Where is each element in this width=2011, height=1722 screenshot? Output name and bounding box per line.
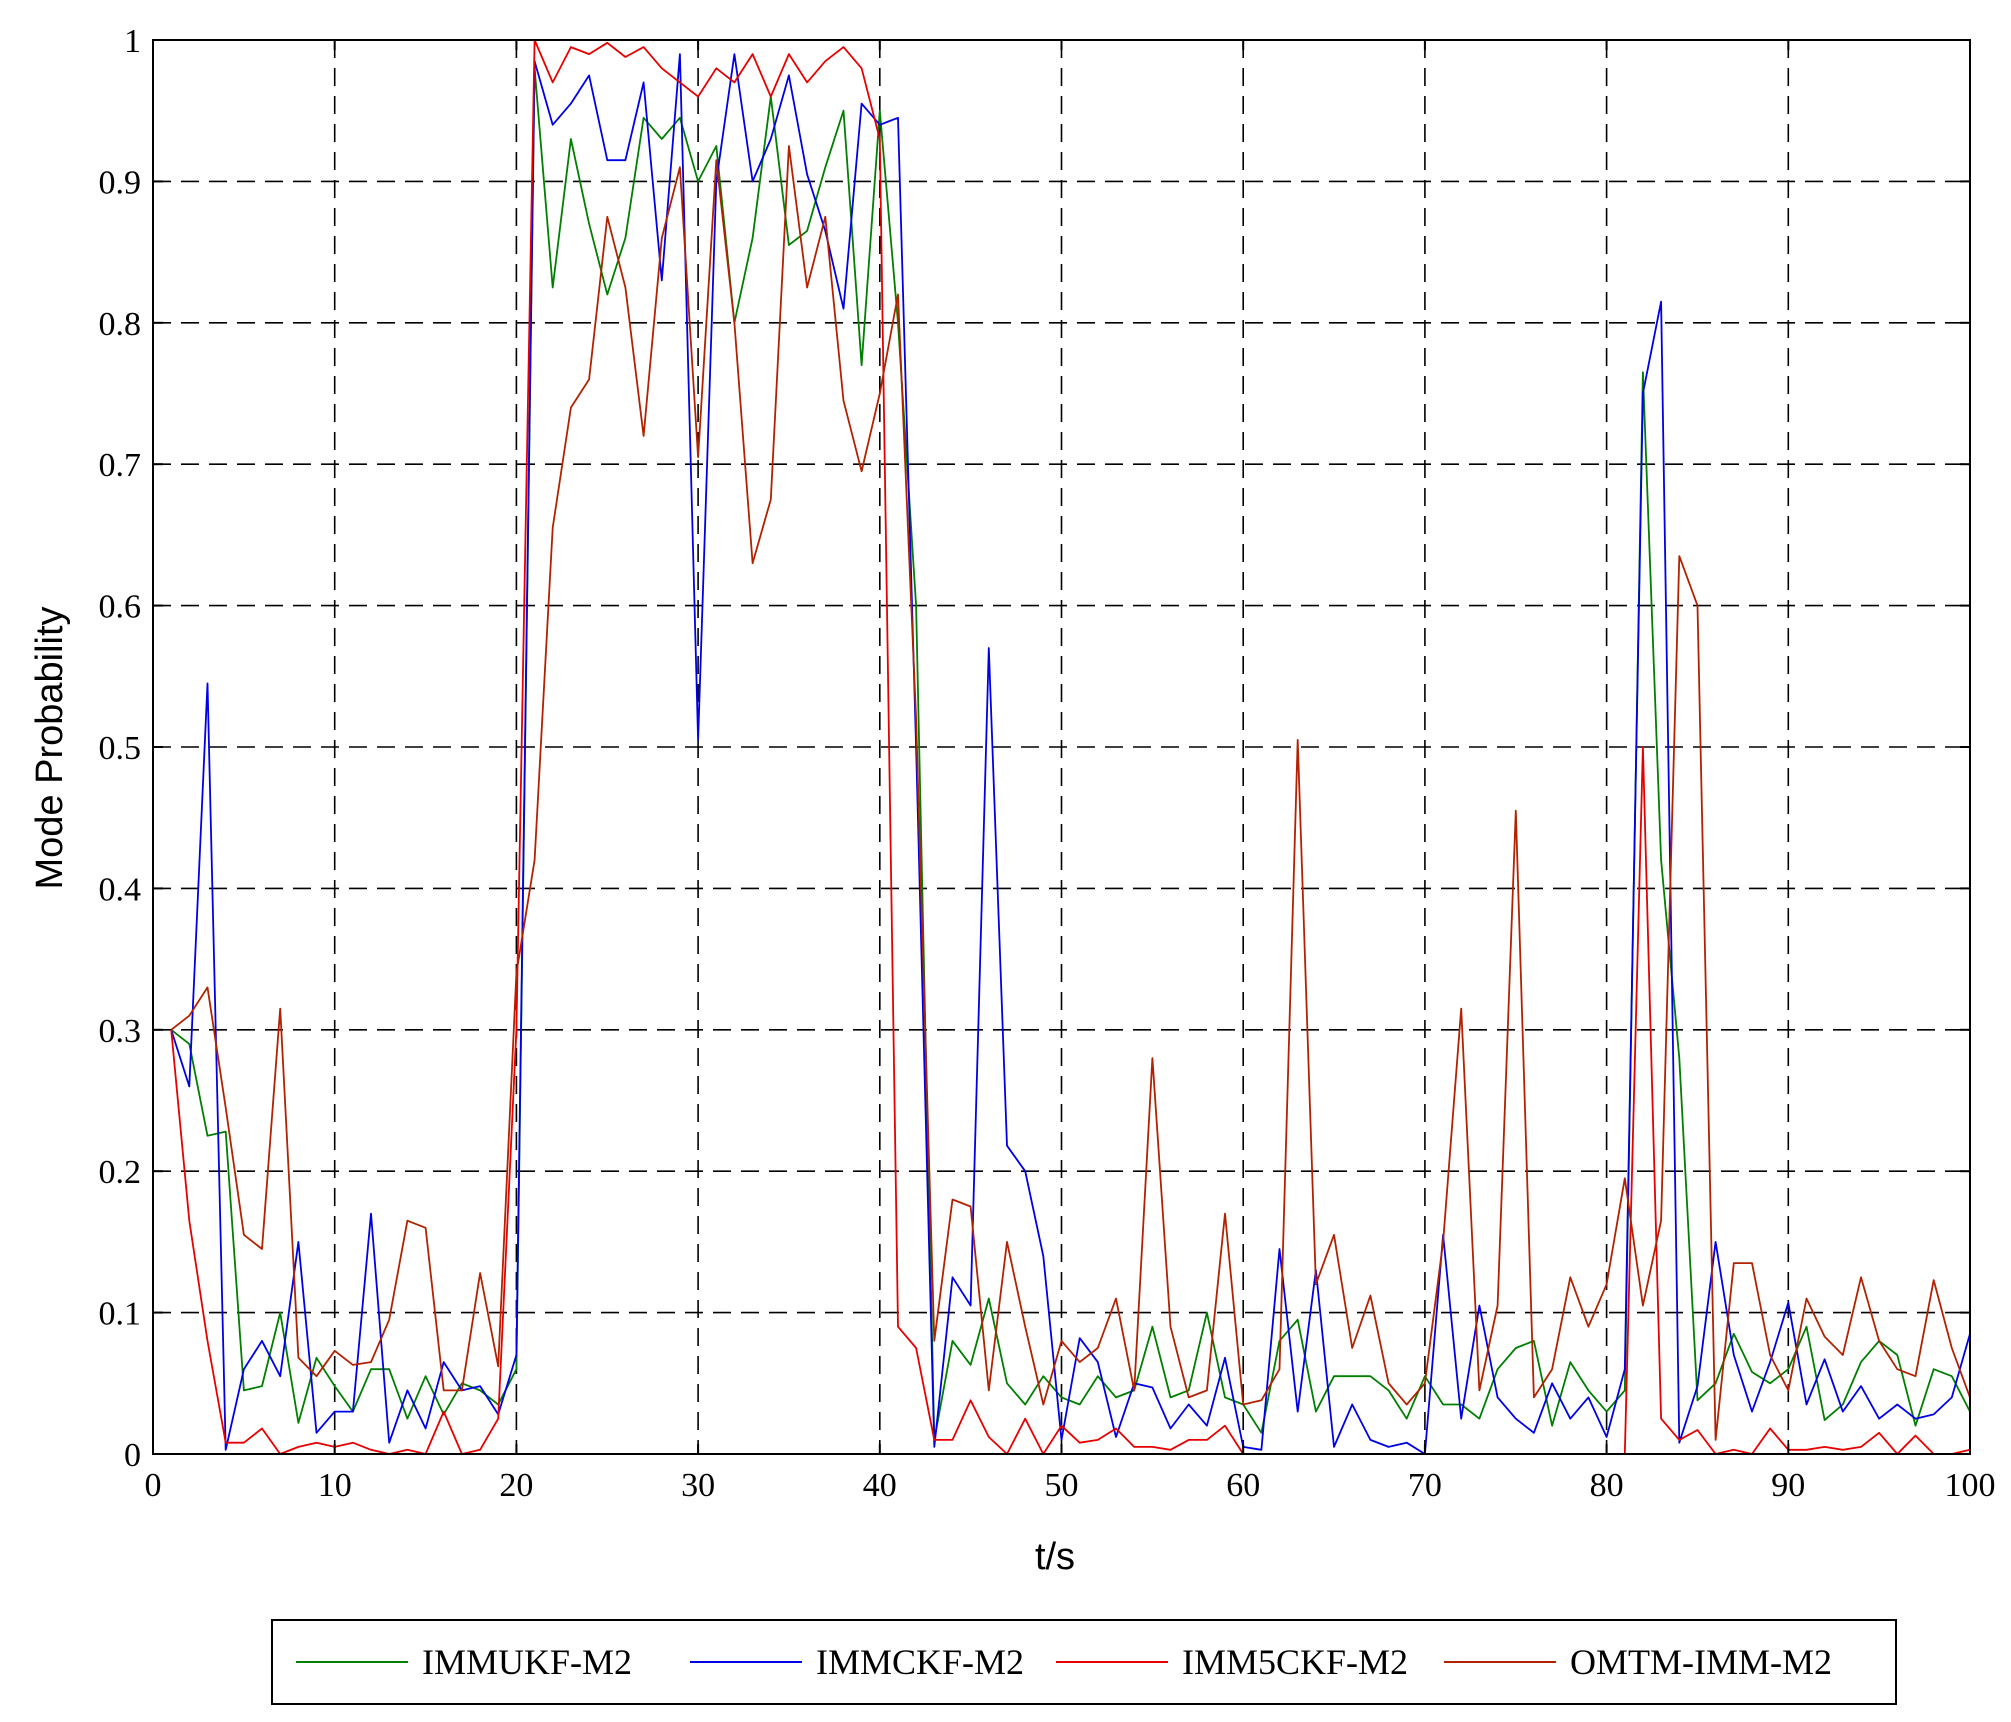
y-tick-label: 0 [124, 1437, 141, 1474]
axis-ticks: 0 10 20 30 40 50 60 70 80 90 100 0 0.1 0.2 0.3 0.4 0.5 0.… [99, 23, 1996, 1504]
y-tick-label: 0.2 [99, 1154, 142, 1191]
series-lines [170, 39, 1971, 1455]
x-tick-label: 30 [681, 1467, 715, 1504]
y-tick-label: 0.1 [99, 1296, 142, 1333]
y-tick-label: 0.3 [99, 1013, 142, 1050]
y-tick-label: 0.8 [99, 306, 142, 343]
legend-label: IMM5CKF-M2 [1182, 1642, 1408, 1682]
y-tick-label: 0.6 [99, 589, 142, 626]
y-tick-label: 0.4 [99, 871, 142, 908]
x-tick-label: 40 [863, 1467, 897, 1504]
y-tick-label: 0.7 [99, 447, 142, 484]
y-tick-label: 0.9 [99, 164, 142, 201]
y-tick-label: 0.5 [99, 730, 142, 767]
x-tick-label: 50 [1045, 1467, 1079, 1504]
x-tick-label: 10 [318, 1467, 352, 1504]
x-tick-label: 70 [1408, 1467, 1442, 1504]
x-tick-label: 100 [1945, 1467, 1996, 1504]
x-tick-label: 90 [1771, 1467, 1805, 1504]
grid [153, 40, 1970, 1454]
legend: IMMUKF-M2 IMMCKF-M2 IMM5CKF-M2 OMTM-IMM-M2 [271, 1619, 1897, 1705]
x-tick-label: 20 [499, 1467, 533, 1504]
legend-label: OMTM-IMM-M2 [1570, 1642, 1832, 1682]
y-tick-label: 1 [124, 23, 141, 60]
legend-label: IMMCKF-M2 [816, 1642, 1024, 1682]
series-line-immukf-m2 [170, 67, 1971, 1441]
y-axis-title: Mode Probability [29, 606, 71, 889]
legend-items: IMMUKF-M2 IMMCKF-M2 IMM5CKF-M2 OMTM-IMM-M2 [296, 1642, 1832, 1682]
x-axis-title: t/s [1035, 1536, 1075, 1578]
series-line-imm5ckf-m2 [170, 39, 1971, 1455]
series-line-omtm-imm-m2 [170, 145, 1971, 1441]
legend-label: IMMUKF-M2 [422, 1642, 632, 1682]
x-tick-label: 0 [145, 1467, 162, 1504]
x-tick-label: 60 [1226, 1467, 1260, 1504]
x-tick-label: 80 [1590, 1467, 1624, 1504]
